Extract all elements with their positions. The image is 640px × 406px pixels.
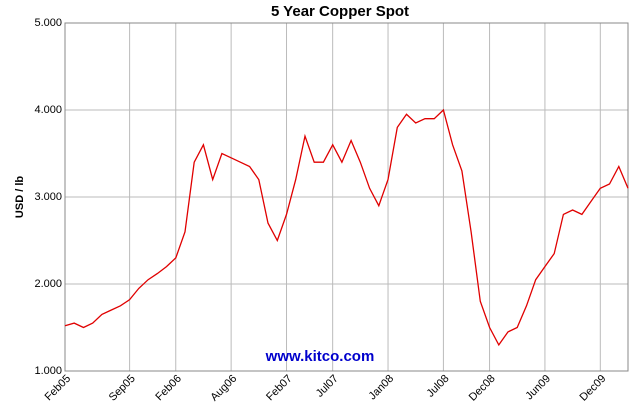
x-tick-label: Aug06 xyxy=(208,373,239,404)
x-tick-label: Jan08 xyxy=(367,373,397,403)
x-tick-label: Dec08 xyxy=(467,373,498,404)
plot-frame xyxy=(64,22,629,372)
price-line xyxy=(64,108,629,347)
y-tick-label: 5.000 xyxy=(34,17,62,29)
x-tick-label: Jul07 xyxy=(314,373,341,400)
y-tick-label: 4.000 xyxy=(34,104,62,116)
x-tick-label: Sep05 xyxy=(107,373,138,404)
chart-title: 5 Year Copper Spot xyxy=(271,3,409,20)
y-axis-label: USD / lb xyxy=(14,176,26,218)
y-tick-label: 2.000 xyxy=(34,278,62,290)
x-tick-label: Dec09 xyxy=(578,373,609,404)
y-tick-label: 3.000 xyxy=(34,191,62,203)
x-tick-label: Jul08 xyxy=(425,373,452,400)
x-tick-label: Feb05 xyxy=(43,373,74,404)
y-tick-label: 1.000 xyxy=(34,365,62,377)
x-tick-label: Feb07 xyxy=(264,373,295,404)
x-tick-label: Feb06 xyxy=(153,373,184,404)
annotation: www.kitco.com xyxy=(265,348,375,365)
x-tick-label: Jun09 xyxy=(523,373,553,403)
